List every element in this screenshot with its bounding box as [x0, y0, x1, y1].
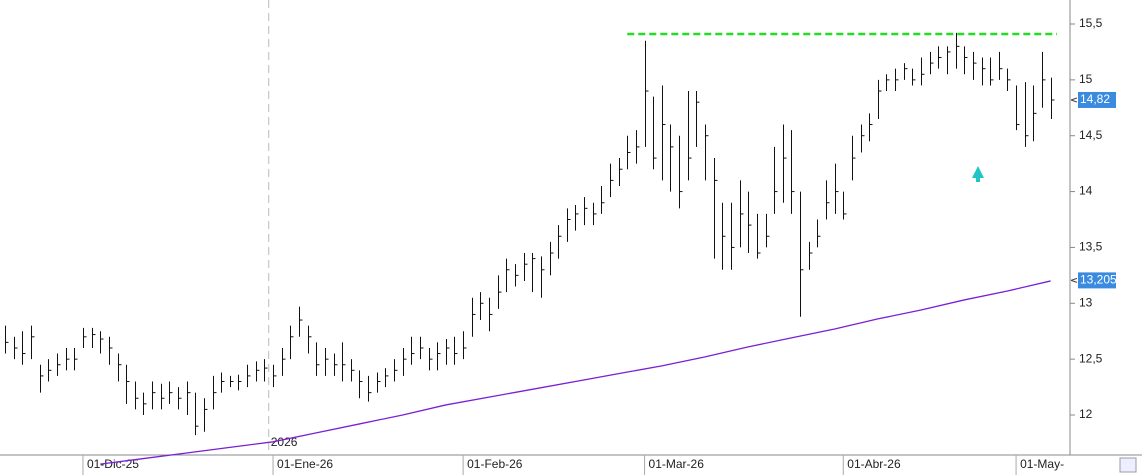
- price-tag-box: [1078, 272, 1116, 289]
- y-tick-label: 12: [1079, 407, 1093, 421]
- y-tick-label: 13,5: [1079, 240, 1103, 254]
- price-tag-pointer: [1070, 277, 1078, 283]
- y-tick-label: 12,5: [1079, 351, 1103, 365]
- arrow-icon: [972, 166, 984, 182]
- x-tick-label: 01-May-: [1020, 457, 1064, 471]
- x-tick-label: 01-Ene-26: [277, 457, 333, 471]
- price-tag-box: [1078, 91, 1116, 108]
- price-tag-label: 13,205: [1080, 273, 1117, 287]
- x-tick-label: 01-Abr-26: [847, 457, 901, 471]
- x-tick-label: 01-Dic-25: [87, 457, 139, 471]
- y-tick-label: 15,5: [1079, 16, 1103, 30]
- price-tag-label: 14,82: [1080, 92, 1110, 106]
- y-tick-label: 15: [1079, 72, 1093, 86]
- x-tick-label: 01-Feb-26: [467, 457, 523, 471]
- scale-button[interactable]: [1119, 457, 1137, 473]
- x-tick-label: 01-Mar-26: [649, 457, 705, 471]
- y-tick-label: 14,5: [1079, 128, 1103, 142]
- price-tag-pointer: [1070, 97, 1078, 103]
- y-tick-label: 14: [1079, 184, 1093, 198]
- y-tick-label: 13: [1079, 295, 1093, 309]
- moving-average: [100, 280, 1051, 465]
